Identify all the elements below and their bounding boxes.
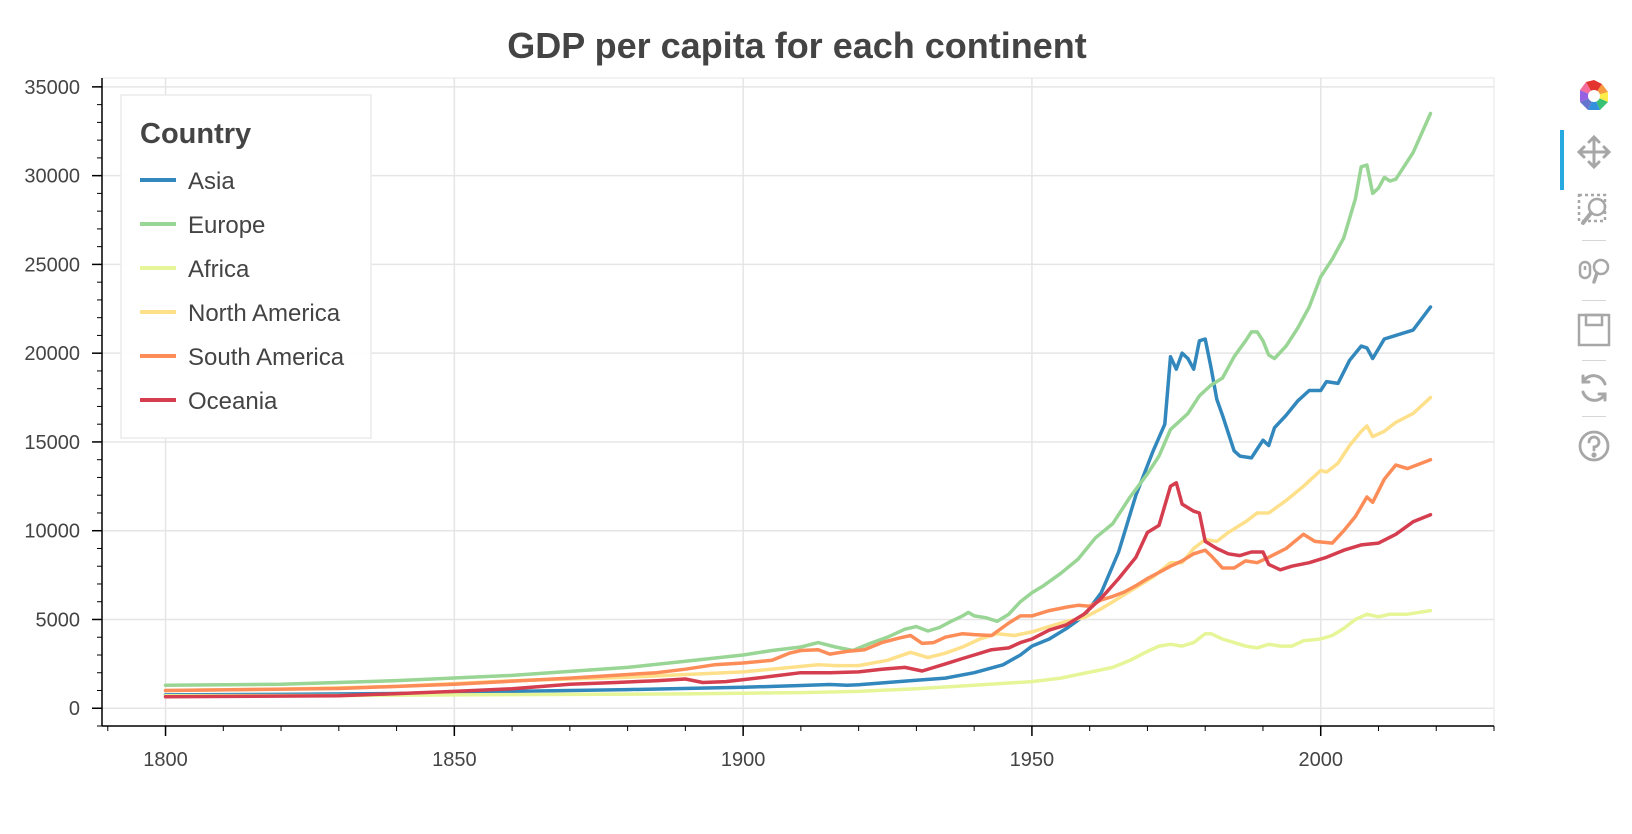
legend-label-north-america[interactable]: North America: [188, 300, 341, 327]
toolbar-separator: [1582, 240, 1606, 241]
y-tick-label: 35000: [24, 77, 80, 99]
legend-label-south-america[interactable]: South America: [188, 344, 345, 371]
toolbar-separator: [1582, 300, 1606, 301]
y-tick-label: 20000: [24, 343, 80, 365]
legend-label-europe[interactable]: Europe: [188, 212, 265, 239]
x-tick-label: 1950: [1010, 749, 1055, 771]
y-tick-label: 15000: [24, 432, 80, 454]
box-zoom-tool-icon[interactable]: [1574, 190, 1614, 230]
legend[interactable]: Country Asia Europe Africa North America Sout…: [120, 94, 372, 439]
axes: 0 5000 10000 15000 20000 25000 30000 35000 1800 1…: [24, 77, 1495, 771]
legend-label-africa[interactable]: Africa: [188, 256, 250, 283]
help-tool-icon[interactable]: [1574, 426, 1614, 466]
y-tick-label: 25000: [24, 254, 80, 276]
bokeh-logo-icon[interactable]: [1574, 76, 1614, 116]
x-tick-label: 1800: [143, 749, 188, 771]
legend-label-oceania[interactable]: Oceania: [188, 388, 278, 415]
chart-title: GDP per capita for each continent: [507, 25, 1086, 66]
reset-tool-icon[interactable]: [1574, 368, 1614, 408]
toolbar-separator: [1582, 416, 1606, 417]
wheel-zoom-tool-icon[interactable]: [1574, 250, 1614, 290]
legend-label-asia[interactable]: Asia: [188, 168, 235, 195]
series-line-africa: [163, 608, 1433, 698]
x-tick-label: 2000: [1298, 749, 1343, 771]
y-tick-label: 30000: [24, 166, 80, 188]
toolbar: [1560, 68, 1632, 508]
x-tick-label: 1900: [721, 749, 766, 771]
legend-title: Country: [140, 118, 251, 150]
active-tool-indicator: [1560, 130, 1564, 190]
toolbar-separator: [1582, 360, 1606, 361]
y-tick-label: 0: [69, 698, 80, 720]
plot-lines: [163, 111, 1433, 699]
y-tick-label: 5000: [36, 609, 81, 631]
x-tick-label: 1850: [432, 749, 477, 771]
chart: GDP per capita for each continent 0 5000 1…: [24, 25, 1495, 771]
series-line-asia: [163, 305, 1433, 697]
save-tool-icon[interactable]: [1574, 310, 1614, 350]
y-tick-label: 10000: [24, 521, 80, 543]
pan-tool-icon[interactable]: [1574, 132, 1614, 172]
series-line-oceania: [163, 481, 1433, 699]
series-line-south-america: [163, 457, 1433, 693]
series-line-europe: [163, 111, 1433, 687]
